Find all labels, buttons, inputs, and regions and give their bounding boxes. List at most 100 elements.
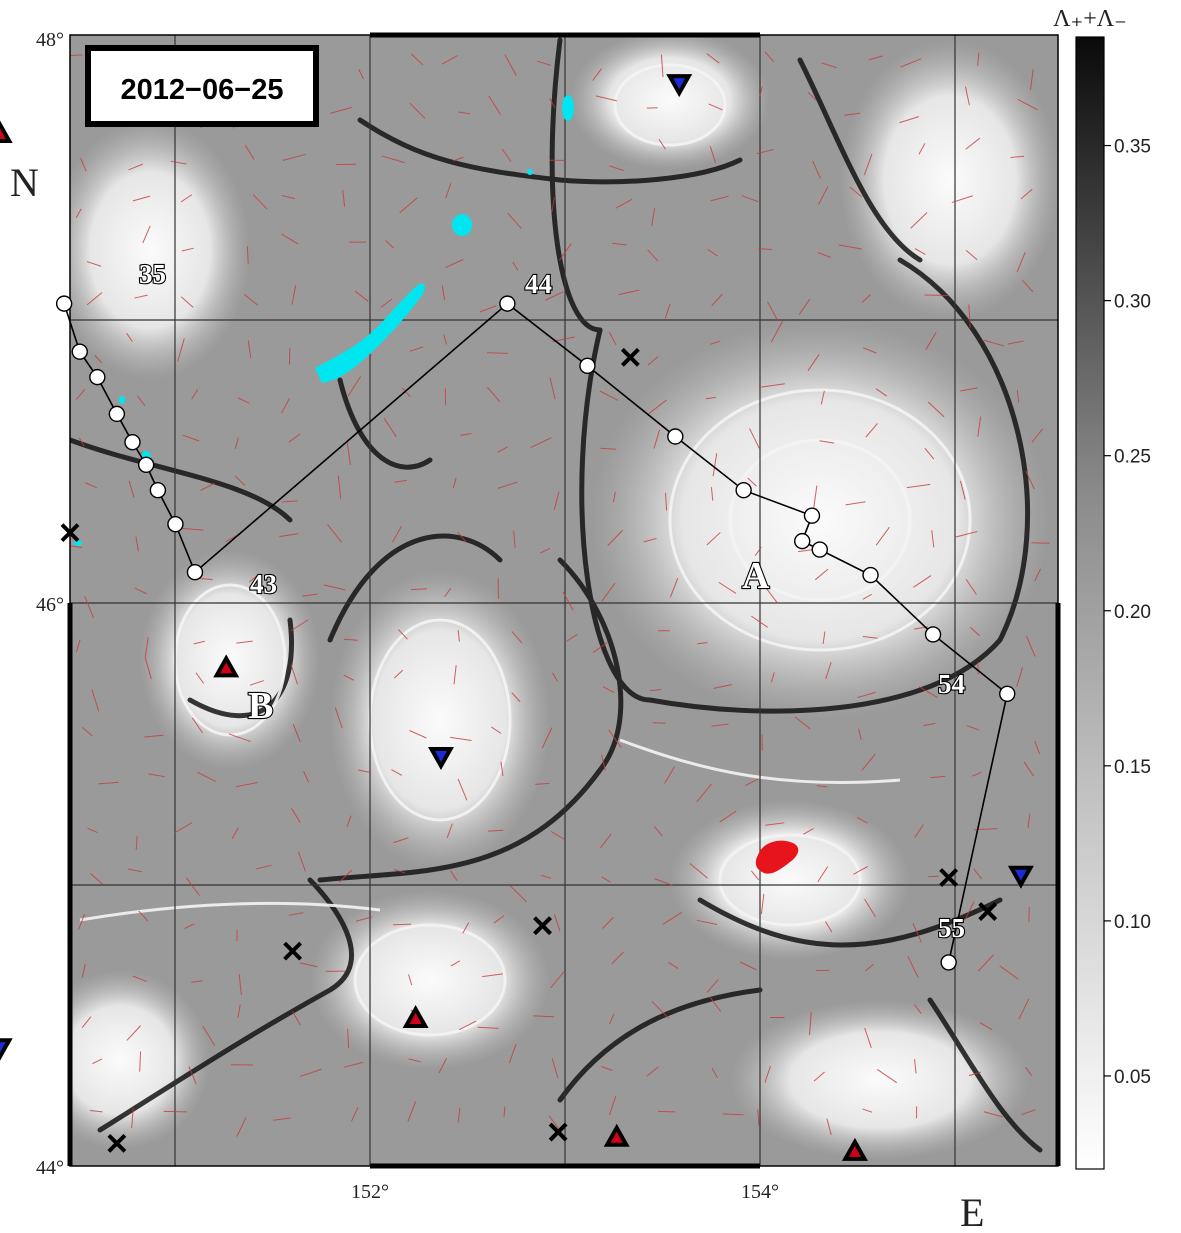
velocity-arrow	[1028, 907, 1030, 922]
velocity-arrow	[132, 195, 151, 202]
velocity-arrow	[90, 873, 103, 885]
station-label-54: 54	[938, 669, 965, 699]
velocity-arrow	[707, 248, 718, 257]
velocity-arrow	[300, 1068, 322, 1077]
velocity-arrow	[541, 727, 553, 749]
velocity-arrow	[191, 389, 199, 400]
velocity-arrow	[712, 453, 718, 477]
velocity-arrow	[1016, 390, 1020, 403]
velocity-arrow	[592, 642, 608, 653]
velocity-arrow	[965, 249, 978, 261]
velocity-arrow	[493, 915, 505, 924]
velocity-arrow	[441, 55, 458, 65]
velocity-arrow	[197, 577, 213, 581]
velocity-arrow	[292, 1011, 301, 1026]
velocity-arrow	[608, 729, 622, 749]
velocity-arrow	[1027, 813, 1031, 828]
velocity-arrow	[1010, 155, 1025, 158]
velocity-arrow	[770, 321, 783, 343]
velocity-arrow	[1020, 188, 1033, 200]
eddy-markers	[0, 74, 1034, 1161]
velocity-arrow	[244, 294, 258, 306]
velocity-arrow	[813, 1071, 825, 1082]
velocity-arrow	[446, 823, 453, 838]
colorbar-tick-label: 0.30	[1114, 292, 1151, 313]
velocity-arrow	[817, 866, 829, 883]
velocity-arrow	[643, 538, 657, 543]
velocity-arrow	[330, 106, 352, 114]
velocity-arrow	[660, 54, 664, 78]
velocity-arrow	[342, 189, 346, 207]
velocity-arrow	[798, 298, 811, 315]
velocity-arrow	[1031, 542, 1050, 544]
velocity-arrow	[383, 418, 397, 438]
velocity-arrow	[393, 669, 404, 679]
velocity-arrow	[234, 475, 246, 486]
velocity-arrow	[337, 475, 342, 499]
velocity-arrow	[767, 301, 779, 321]
velocity-arrow	[918, 143, 926, 155]
velocity-arrow	[235, 781, 258, 788]
station-circle-icon	[71, 343, 88, 360]
velocity-arrow	[552, 672, 559, 682]
velocity-arrow	[722, 1113, 744, 1116]
velocity-arrow	[824, 921, 833, 933]
velocity-arrow	[654, 878, 674, 887]
velocity-arrow	[960, 387, 978, 392]
velocity-arrow	[170, 160, 187, 165]
lat-label-48: 48°	[36, 29, 64, 51]
velocity-arrow	[488, 95, 502, 115]
velocity-arrow	[713, 684, 732, 689]
velocity-arrow	[409, 730, 427, 739]
colorbar-title: Λ₊+Λ₋	[1053, 6, 1127, 32]
velocity-arrow	[709, 146, 717, 164]
velocity-arrow	[615, 198, 633, 209]
velocity-arrow	[355, 916, 373, 922]
velocity-arrow	[180, 296, 194, 308]
velocity-arrow	[1023, 761, 1035, 777]
velocity-arrow	[747, 477, 757, 487]
velocity-arrow	[460, 432, 472, 436]
velocity-arrow	[399, 197, 418, 214]
velocity-arrow	[246, 246, 249, 264]
velocity-arrow	[197, 771, 217, 782]
velocity-arrow	[144, 658, 152, 680]
velocity-arrow	[392, 525, 402, 543]
velocity-arrow	[761, 383, 785, 388]
velocity-arrow	[664, 766, 675, 784]
velocity-arrow	[1007, 340, 1024, 345]
velocity-arrow	[751, 870, 760, 881]
velocity-arrow	[965, 578, 977, 595]
velocity-arrow	[290, 664, 298, 685]
colorbar: Λ₊+Λ₋ 0.35 0.30 0.25 0.20 0.15 0.10 0.05	[1053, 6, 1151, 1170]
velocity-arrow	[906, 483, 931, 489]
velocity-arrow	[551, 1058, 559, 1078]
velocity-arrow	[89, 1109, 103, 1113]
hyperbolic-x-cross-icon	[620, 347, 640, 367]
velocity-arrow	[180, 527, 204, 531]
velocity-arrow	[512, 261, 519, 271]
velocity-arrow	[602, 916, 614, 929]
velocity-arrow	[457, 778, 468, 801]
velocity-arrow	[864, 898, 876, 918]
velocity-arrow	[411, 588, 428, 591]
velocity-arrow	[535, 782, 550, 785]
velocity-arrow	[358, 69, 365, 80]
colorbar-gradient	[1075, 36, 1105, 1170]
velocity-arrow	[857, 691, 876, 699]
velocity-arrow	[445, 259, 464, 268]
station-circle-icon	[999, 685, 1016, 703]
velocity-arrow	[184, 923, 195, 930]
velocity-arrow	[180, 194, 193, 203]
velocity-arrow	[487, 352, 508, 354]
date-box: 2012−06−25	[85, 45, 319, 127]
velocity-arrow	[236, 1117, 247, 1137]
velocity-arrow	[696, 783, 712, 803]
velocity-arrow	[862, 1108, 873, 1113]
velocity-arrow	[228, 733, 251, 743]
velocity-arrow	[758, 248, 772, 251]
velocity-arrow	[609, 1013, 615, 1025]
station-circle-icon	[499, 295, 516, 312]
velocity-arrow	[706, 979, 719, 993]
